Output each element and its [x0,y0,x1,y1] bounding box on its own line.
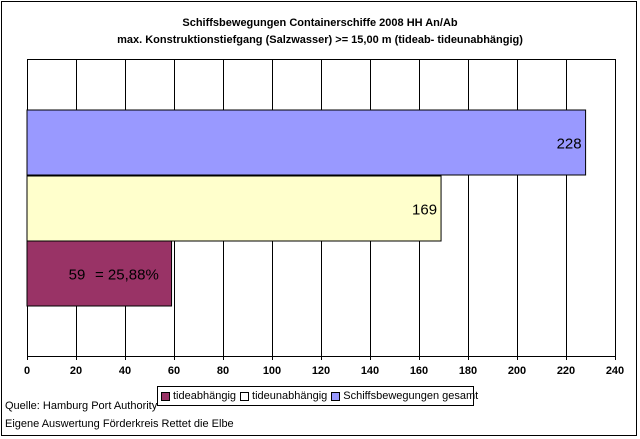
evaluation-note: Eigene Auswertung Förderkreis Rettet die… [5,418,234,430]
chart-subtitle: max. Konstruktionstiefgang (Salzwasser) … [117,34,523,46]
x-tick-label: 180 [459,365,477,377]
legend-label-tideabhaengig: tideabhängig [173,390,237,402]
x-tick-label: 240 [606,365,624,377]
legend-item-tideabhaengig: tideabhängig [161,390,236,402]
x-tick-label: 200 [508,365,526,377]
bar-value-label: 169 [412,202,437,219]
chart-title: Schiffsbewegungen Containerschiffe 2008 … [182,17,458,29]
bar-value-label: 228 [557,136,582,153]
x-tick-label: 140 [361,365,379,377]
bar-value-label: 59 [69,267,86,284]
legend-item-tideunabhaengig: tideunabhängig [240,390,327,402]
legend-swatch-gesamt [331,391,341,401]
x-tick-label: 220 [557,365,575,377]
x-tick-label: 0 [24,365,30,377]
legend-label-tideunabhaengig: tideunabhängig [252,390,328,402]
bar [26,109,587,176]
x-tick-label: 100 [263,365,281,377]
legend-item-gesamt: Schiffsbewegungen gesamt [331,390,478,402]
x-tick-label: 60 [168,365,180,377]
x-tick-label: 20 [70,365,82,377]
x-tick-label: 40 [119,365,131,377]
chart-legend: tideabhängig tideunabhängig Schiffsbeweg… [157,386,478,406]
legend-swatch-tideunabhaengig [240,391,250,401]
x-tick-label: 120 [312,365,330,377]
legend-swatch-tideabhaengig [161,391,170,401]
bar-percent-label: = 25,88% [95,267,159,284]
bar [26,240,173,307]
x-tick-label: 80 [217,365,229,377]
legend-label-gesamt: Schiffsbewegungen gesamt [343,390,479,402]
bar [26,175,442,242]
x-tick-label: 160 [410,365,428,377]
source-note: Quelle: Hamburg Port Authority [5,400,158,412]
